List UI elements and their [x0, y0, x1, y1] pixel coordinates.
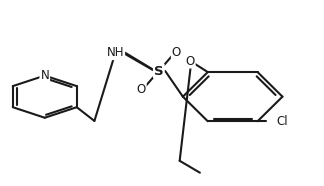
Text: O: O: [172, 46, 181, 59]
Text: NH: NH: [107, 46, 124, 59]
Text: O: O: [136, 83, 146, 96]
Text: Cl: Cl: [277, 115, 288, 128]
Text: N: N: [40, 69, 49, 82]
Text: S: S: [154, 65, 164, 78]
Text: O: O: [185, 54, 195, 68]
